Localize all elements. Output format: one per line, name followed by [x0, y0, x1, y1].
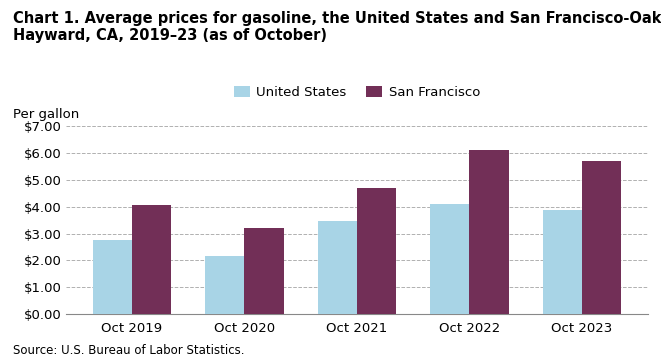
Legend: United States, San Francisco: United States, San Francisco [229, 81, 485, 104]
Bar [543, 210, 582, 314]
Text: Per gallon: Per gallon [13, 108, 79, 121]
Bar [93, 240, 132, 314]
Bar [469, 150, 509, 314]
Text: Source: U.S. Bureau of Labor Statistics.: Source: U.S. Bureau of Labor Statistics. [13, 344, 245, 357]
Text: Chart 1. Average prices for gasoline, the United States and San Francisco-Oaklan: Chart 1. Average prices for gasoline, th… [13, 11, 661, 43]
Bar [357, 188, 397, 314]
Bar [317, 221, 357, 314]
Bar [582, 161, 621, 314]
Bar [430, 204, 469, 314]
Bar [205, 256, 245, 314]
Bar [132, 205, 171, 314]
Bar [245, 228, 284, 314]
